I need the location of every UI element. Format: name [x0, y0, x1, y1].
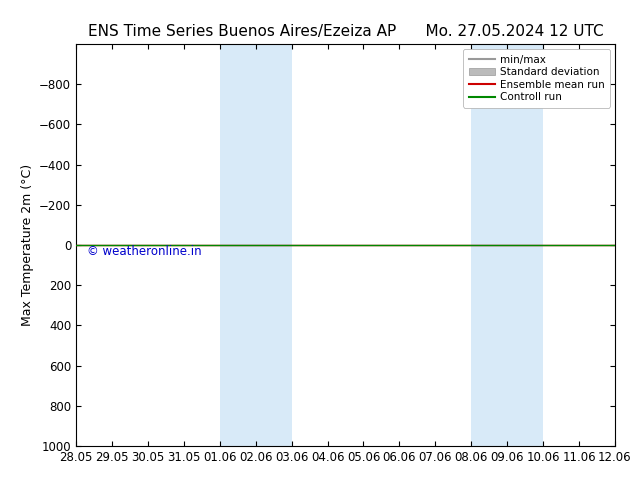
Title: ENS Time Series Buenos Aires/Ezeiza AP      Mo. 27.05.2024 12 UTC: ENS Time Series Buenos Aires/Ezeiza AP M…	[87, 24, 604, 39]
Bar	[220, 44, 292, 446]
Y-axis label: Max Temperature 2m (°C): Max Temperature 2m (°C)	[20, 164, 34, 326]
Bar	[471, 44, 543, 446]
Legend: min/max, Standard deviation, Ensemble mean run, Controll run: min/max, Standard deviation, Ensemble me…	[463, 49, 610, 107]
Text: © weatheronline.in: © weatheronline.in	[87, 245, 202, 258]
